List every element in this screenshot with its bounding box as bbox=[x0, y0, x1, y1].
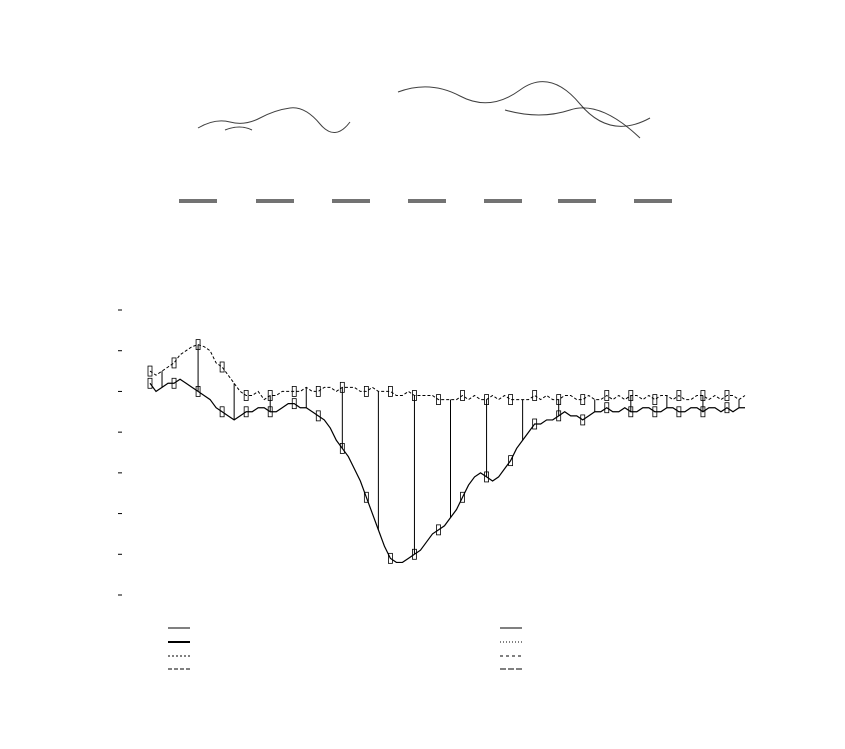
series-2-point bbox=[604, 402, 610, 414]
toolbar-mark-5 bbox=[484, 199, 522, 203]
legend bbox=[168, 627, 522, 670]
series-line-2 bbox=[149, 378, 745, 564]
series-2-point bbox=[460, 491, 465, 503]
series-2-point bbox=[508, 455, 514, 467]
series-2-point bbox=[652, 406, 658, 418]
header-toolbar bbox=[179, 199, 672, 203]
series-2-point bbox=[219, 406, 225, 418]
series-1-point bbox=[676, 390, 682, 401]
series-1-point bbox=[291, 386, 297, 397]
series-2-point bbox=[363, 491, 369, 503]
series-1-point bbox=[724, 390, 730, 401]
series-2-point bbox=[291, 398, 297, 410]
plot-area bbox=[118, 309, 746, 596]
series-2-point bbox=[580, 414, 586, 426]
series-1-point bbox=[315, 386, 321, 397]
series-1-point bbox=[243, 390, 249, 401]
series-1-point bbox=[532, 390, 538, 401]
series-2-point bbox=[676, 406, 682, 418]
series-2-point bbox=[532, 418, 538, 430]
header-logo-right bbox=[397, 81, 651, 139]
series-1-point bbox=[604, 390, 610, 401]
series-1-point bbox=[363, 386, 369, 397]
series-2-point bbox=[388, 552, 393, 564]
series-1-point bbox=[147, 365, 153, 377]
series-2-point bbox=[147, 377, 153, 389]
series-line-1 bbox=[149, 344, 746, 401]
toolbar-mark-2 bbox=[256, 199, 294, 203]
toolbar-mark-3 bbox=[332, 199, 370, 203]
series-2-point bbox=[315, 410, 321, 422]
toolbar-mark-6 bbox=[558, 199, 596, 203]
toolbar-mark-4 bbox=[408, 199, 446, 203]
series-1-point bbox=[171, 357, 177, 369]
series-1-point bbox=[460, 390, 465, 401]
toolbar-mark-7 bbox=[634, 199, 672, 203]
series-2-point bbox=[436, 524, 441, 536]
series-1-point bbox=[580, 394, 586, 405]
series-1-point bbox=[388, 386, 393, 397]
series-2-point bbox=[243, 406, 249, 418]
series-1-point bbox=[508, 394, 514, 405]
series-1-point bbox=[219, 361, 225, 373]
series-1-point bbox=[436, 394, 441, 405]
toolbar-mark-1 bbox=[179, 199, 217, 203]
series-1-point bbox=[652, 394, 658, 405]
series-2-point bbox=[724, 402, 730, 414]
header-logo-left bbox=[197, 107, 351, 133]
series-2-point bbox=[171, 377, 177, 389]
